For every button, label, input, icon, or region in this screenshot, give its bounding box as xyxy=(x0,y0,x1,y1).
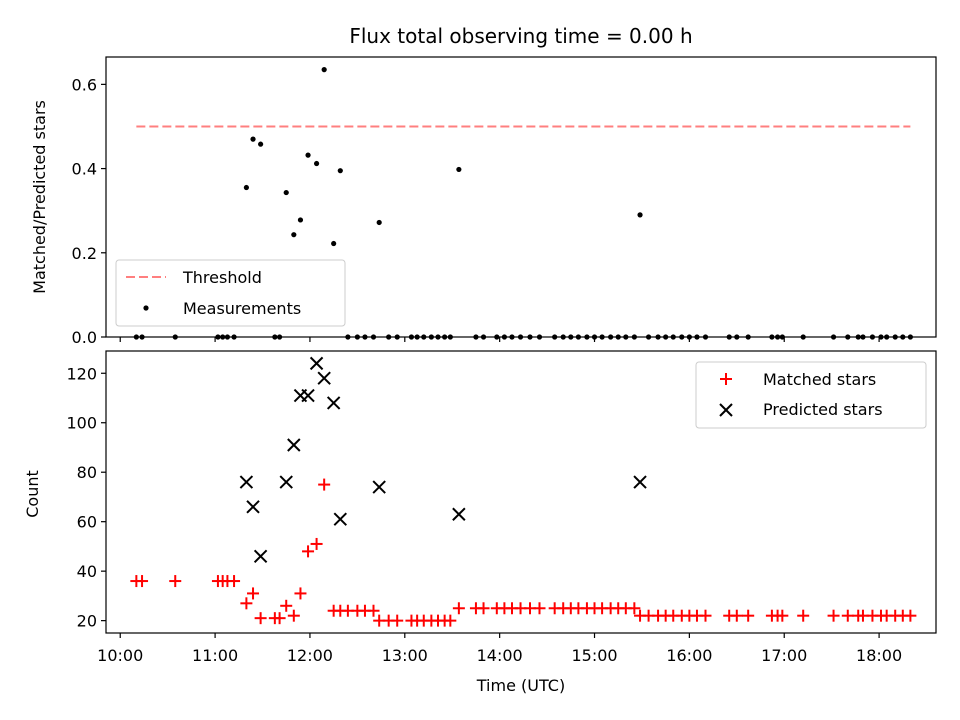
measurement-point xyxy=(305,152,311,158)
measurement-point xyxy=(456,166,462,173)
measurement-point xyxy=(321,67,327,73)
count-y-tick-label: 80 xyxy=(77,463,97,482)
legend-measurements-swatch xyxy=(143,305,149,311)
matched-star-marker xyxy=(533,602,546,615)
matched-star-marker xyxy=(797,609,810,622)
measurement-point xyxy=(337,168,343,174)
matched-star-marker xyxy=(228,575,241,588)
legend-threshold-label: Threshold xyxy=(182,268,262,287)
predicted-star-marker xyxy=(452,507,466,521)
x-tick-label: 13:00 xyxy=(382,646,428,665)
legend-matched-swatch xyxy=(720,373,732,385)
matched-star-marker xyxy=(318,478,331,491)
predicted-star-marker xyxy=(253,549,268,564)
matched-star-marker xyxy=(699,609,712,622)
matched-star-marker xyxy=(391,614,404,627)
ratio-y-tick-label: 0.0 xyxy=(72,328,97,347)
predicted-star-marker xyxy=(246,500,260,514)
measurement-point xyxy=(250,136,256,142)
predicted-star-marker xyxy=(301,388,315,403)
count-y-tick-label: 20 xyxy=(77,612,97,631)
ratio-y-tick-label: 0.2 xyxy=(72,244,97,263)
predicted-star-marker xyxy=(317,371,331,385)
predicted-star-marker xyxy=(287,438,301,452)
x-tick-label: 14:00 xyxy=(477,646,523,665)
matched-star-marker xyxy=(827,609,840,622)
matched-star-marker xyxy=(136,575,149,588)
matched-star-marker xyxy=(904,609,917,622)
matched-star-marker xyxy=(310,537,323,550)
matched-star-marker xyxy=(776,609,789,622)
matched-star-marker xyxy=(294,587,307,600)
predicted-star-marker xyxy=(326,396,341,410)
legend-predicted-label: Predicted stars xyxy=(763,400,883,419)
measurement-point xyxy=(243,184,249,191)
predicted-star-marker xyxy=(309,356,324,371)
count-y-tick-label: 120 xyxy=(66,364,97,383)
x-axis-label: Time (UTC) xyxy=(476,676,565,695)
x-tick-label: 18:00 xyxy=(856,646,902,665)
measurement-point xyxy=(291,232,297,238)
matched-star-marker xyxy=(477,602,490,615)
x-tick-label: 12:00 xyxy=(287,646,333,665)
matched-star-marker xyxy=(841,609,854,622)
predicted-star-marker xyxy=(633,475,647,489)
count-legend-box xyxy=(695,361,927,429)
matched-star-marker xyxy=(730,609,743,622)
count-y-tick-label: 60 xyxy=(77,513,97,532)
matched-star-marker xyxy=(280,599,293,612)
matched-star-marker xyxy=(367,604,380,617)
measurement-point xyxy=(283,189,289,196)
x-tick-label: 15:00 xyxy=(571,646,617,665)
count-y-tick-label: 40 xyxy=(77,562,97,581)
measurement-point xyxy=(376,219,382,226)
legend-measurements-label: Measurements xyxy=(183,299,301,318)
matched-star-marker xyxy=(742,609,755,622)
matched-star-marker xyxy=(273,612,286,625)
measurement-point xyxy=(637,212,643,218)
matched-star-marker xyxy=(287,609,300,622)
matched-star-marker xyxy=(247,587,260,600)
ratio-panel: Flux total observing time = 0.00 h Match… xyxy=(30,24,937,347)
measurement-point xyxy=(297,217,304,223)
matched-star-marker xyxy=(240,597,253,610)
ratio-legend-box xyxy=(115,259,346,327)
count-y-tick-label: 100 xyxy=(66,414,97,433)
ratio-legend: Threshold Measurements xyxy=(115,259,346,327)
ratio-y-tick-label: 0.4 xyxy=(72,160,97,179)
matched-star-marker xyxy=(169,575,182,588)
matched-star-marker xyxy=(254,612,267,625)
predicted-star-marker xyxy=(279,475,293,489)
chart-title: Flux total observing time = 0.00 h xyxy=(349,24,692,48)
measurement-point xyxy=(258,141,264,147)
x-tick-label: 11:00 xyxy=(192,646,238,665)
count-panel: Count Time (UTC) 20 40 60 80 100 120 10:00 11:0… xyxy=(23,350,937,695)
x-tick-label: 17:00 xyxy=(761,646,807,665)
ratio-y-axis-label: Matched/Predicted stars xyxy=(30,100,49,294)
measurement-point xyxy=(331,240,337,247)
predicted-star-marker xyxy=(372,480,386,494)
count-legend: Matched stars Predicted stars xyxy=(695,361,927,429)
matched-star-marker xyxy=(444,614,457,627)
predicted-star-marker xyxy=(333,512,348,526)
matched-star-marker xyxy=(302,545,315,558)
ratio-y-tick-label: 0.6 xyxy=(72,75,97,94)
x-tick-label: 16:00 xyxy=(666,646,712,665)
predicted-star-marker xyxy=(239,475,254,489)
count-y-axis-label: Count xyxy=(23,470,42,518)
legend-matched-label: Matched stars xyxy=(763,370,876,389)
measurement-point xyxy=(313,160,320,167)
ratio-plot-frame xyxy=(105,56,937,338)
matched-star-marker xyxy=(628,602,641,615)
count-plot-frame xyxy=(105,350,937,634)
legend-predicted-swatch xyxy=(719,403,733,417)
x-tick-label: 10:00 xyxy=(97,646,143,665)
matched-star-marker xyxy=(452,602,465,615)
